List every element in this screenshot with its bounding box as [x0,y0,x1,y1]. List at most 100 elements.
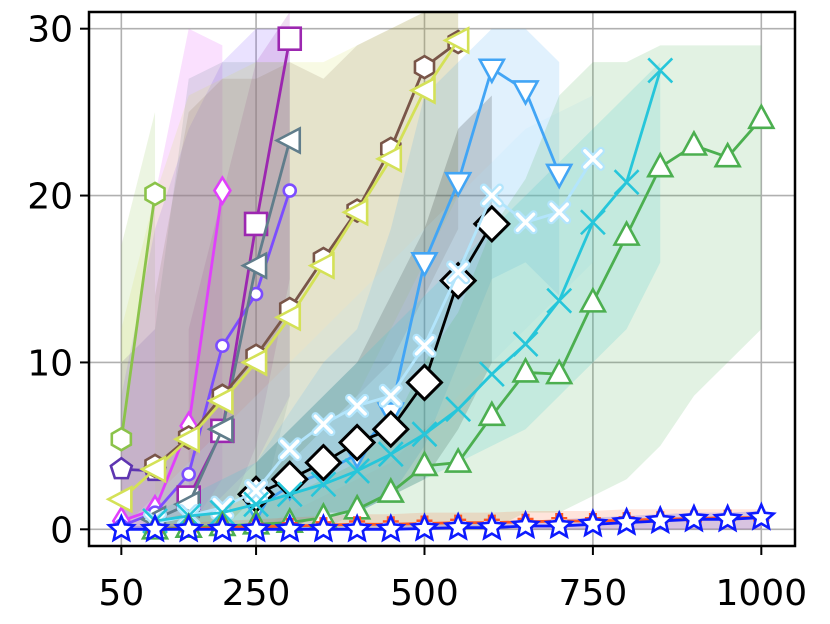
data-point [215,338,230,354]
data-point [206,513,238,543]
data-point [411,421,438,448]
data-point [110,426,133,452]
data-point-core [313,414,334,434]
data-point [478,361,505,388]
data-point [510,509,542,540]
data-point [374,144,403,173]
x-tick-label: 250 [222,573,291,614]
series-band [121,28,290,530]
data-point [240,513,272,543]
data-point [105,513,137,543]
data-point [546,287,573,314]
x-tick-label: 1000 [716,573,808,614]
data-point [240,348,268,377]
data-point [307,513,339,543]
data-point [375,513,407,543]
axes: 50 250 500 750 1000 0 10 20 30 [27,10,807,614]
data-point [405,363,444,402]
data-point-core [347,396,367,416]
data-point [307,251,335,280]
data-point [579,209,606,236]
series-lines [105,26,777,543]
data-point-core [280,439,300,459]
data-point [712,503,744,533]
data-point [577,508,609,538]
data-point [206,386,234,415]
data-point-core [583,149,603,169]
series-band [155,45,762,530]
data-point [611,506,643,536]
data-point [139,455,167,484]
data-point [443,171,473,198]
data-point [270,460,309,499]
series [236,204,511,514]
data-point-core [414,336,435,356]
confidence-bands [121,12,762,530]
data-point [273,303,302,332]
data-point [344,457,371,484]
data-point [371,410,410,449]
data-point [304,443,343,482]
series-band [155,62,661,530]
series-band [256,28,560,530]
data-point [476,511,508,541]
data-point [678,503,710,533]
series [105,26,470,514]
data-point [477,400,507,427]
data-point [243,491,269,518]
data-point-core [448,262,468,283]
data-point [341,513,373,543]
data-point [276,481,303,508]
data-point [410,252,439,279]
data-point [181,466,197,482]
y-tick-label: 10 [27,343,73,384]
data-point [172,425,201,454]
data-point [612,219,641,246]
y-tick-label: 30 [27,10,73,51]
data-point [477,58,507,85]
data-point [442,26,470,55]
data-point [745,501,777,531]
data-point [212,175,232,207]
data-point [408,76,436,105]
series-line [154,40,460,467]
series-band [121,12,459,530]
data-point-core [515,212,536,233]
data-point [310,471,337,498]
y-tick-label: 20 [27,177,73,218]
data-point [105,485,133,514]
data-point [543,509,575,540]
data-point [273,126,302,155]
data-point-core [381,386,401,406]
data-point [376,476,405,503]
series [105,501,777,543]
series-line [154,70,662,523]
data-point [337,423,377,462]
data-point [646,151,675,178]
series-line [119,193,157,440]
data-point [647,57,674,84]
x-tick-label: 50 [98,573,144,614]
series-line [120,190,224,523]
data-point [144,181,166,207]
data-point [410,450,439,477]
data-point [511,80,540,107]
data-point [274,513,306,543]
data-point [409,512,440,542]
data-point [747,103,776,130]
data-point [545,163,574,190]
data-point [443,446,473,473]
data-point [545,358,574,385]
data-point [243,211,269,237]
data-point [277,26,303,52]
data-point [644,504,676,535]
data-point [282,183,298,198]
data-point [445,396,472,423]
data-point [240,251,268,280]
x-tick-label: 500 [390,573,459,614]
data-point [173,513,205,543]
series-band [121,28,223,530]
data-point [413,54,436,80]
data-point [341,198,369,227]
